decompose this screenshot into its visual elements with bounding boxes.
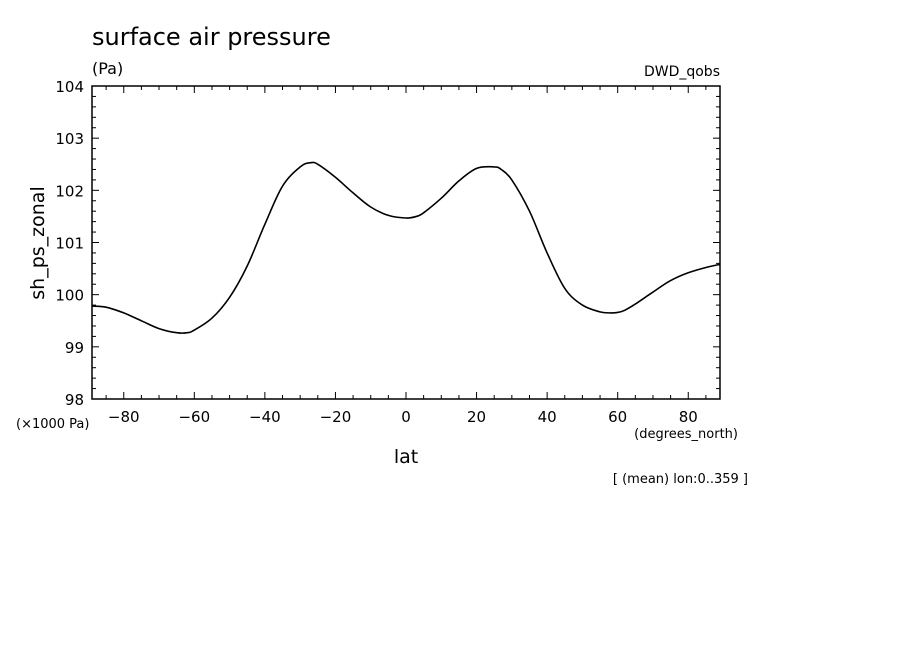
x-tick-labels: −80 −60 −40 −20 0 20 40 60 80 [108, 408, 698, 426]
x-axis-label: lat [394, 446, 418, 468]
y-scale-label: (×1000 Pa) [16, 417, 89, 432]
x-tick-label: 80 [679, 408, 698, 426]
y-tick-label: 102 [55, 182, 84, 200]
y-tick-label: 100 [55, 287, 84, 305]
y-tick-labels: 98 99 100 101 102 103 104 [55, 78, 84, 409]
y-tick-label: 101 [55, 235, 84, 253]
series-line [91, 161, 721, 334]
y-tick-label: 104 [55, 78, 84, 96]
x-tick-label: 60 [608, 408, 627, 426]
footnote: [ (mean) lon:0..359 ] [613, 472, 748, 487]
units-label: (Pa) [92, 59, 123, 78]
x-tick-label: 20 [467, 408, 486, 426]
x-tick-label: −80 [108, 408, 140, 426]
y-tick-label: 103 [55, 130, 84, 148]
source-label: DWD_qobs [644, 64, 720, 80]
plot-frame [91, 85, 721, 400]
x-tick-label: −20 [320, 408, 352, 426]
y-tick-label: 99 [65, 339, 84, 357]
x-tick-label: −60 [178, 408, 210, 426]
chart-title: surface air pressure [92, 23, 331, 51]
y-tick-label: 98 [65, 391, 84, 409]
axis-ticks [92, 85, 720, 400]
y-axis-label: sh_ps_zonal [27, 186, 49, 299]
x-units-label: (degrees_north) [634, 427, 738, 442]
x-tick-label: 0 [401, 408, 411, 426]
x-tick-label: 40 [538, 408, 557, 426]
x-tick-label: −40 [249, 408, 281, 426]
